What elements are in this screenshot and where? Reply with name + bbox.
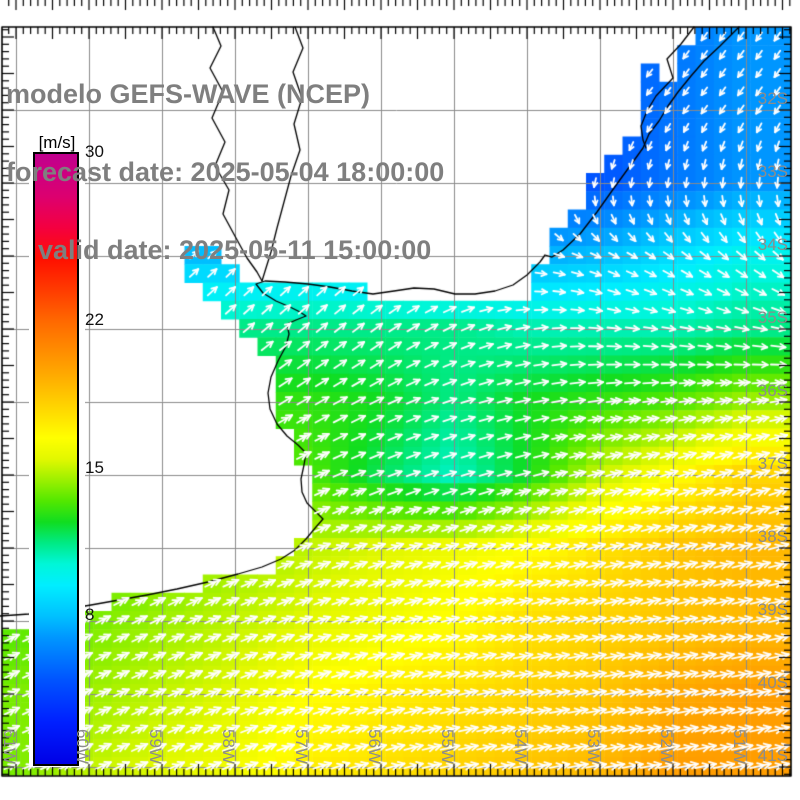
colorbar-gradient	[33, 152, 79, 766]
lon-label: 53W	[584, 729, 603, 764]
lon-label: 58W	[219, 729, 238, 764]
lat-label: 35S	[757, 308, 788, 327]
lat-label: 38S	[757, 527, 788, 546]
lon-label: 54W	[511, 729, 530, 764]
forecast-date-text: forecast date: 2025-05-04 18:00:00	[6, 157, 445, 187]
lat-label: 34S	[757, 235, 788, 254]
colorbar: [m/s]	[29, 131, 85, 767]
colorbar-tick-label: 22	[85, 310, 104, 330]
lat-label: 33S	[757, 162, 788, 181]
lon-label: 57W	[292, 729, 311, 764]
lon-label: 59W	[146, 729, 165, 764]
lat-label: 36S	[757, 381, 788, 400]
lon-label: 56W	[365, 729, 384, 764]
title-block: modelo GEFS-WAVE (NCEP) forecast date: 2…	[6, 29, 444, 315]
lon-label: 52W	[657, 729, 676, 764]
colorbar-tick-label: 8	[85, 604, 95, 624]
lat-label: 32S	[757, 89, 788, 108]
lat-label: 39S	[757, 600, 788, 619]
lat-label: 40S	[757, 673, 788, 692]
lon-label: 55W	[438, 729, 457, 764]
valid-date-text: valid date: 2025-05-11 15:00:00	[38, 235, 432, 265]
colorbar-tick-label: 15	[85, 457, 104, 477]
lon-label: 60W	[73, 729, 92, 764]
colorbar-unit-label: [m/s]	[38, 133, 76, 152]
colorbar-tick-label: 30	[85, 142, 104, 161]
lat-label: 37S	[757, 454, 788, 473]
lat-label: 41S	[757, 746, 788, 765]
lon-label: 61W	[0, 729, 19, 764]
model-title: modelo GEFS-WAVE (NCEP)	[6, 79, 371, 109]
